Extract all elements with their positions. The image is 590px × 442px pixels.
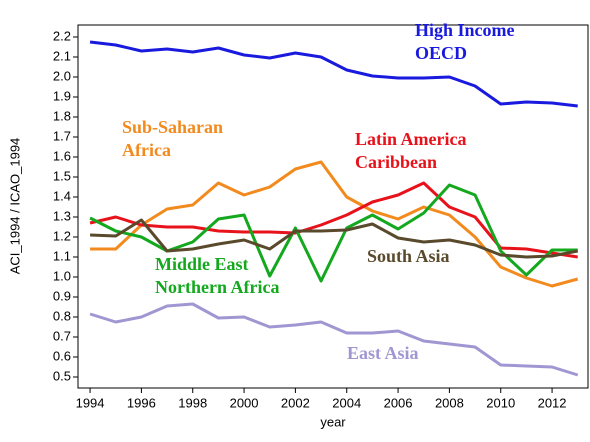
y-tick-label: 0.8: [53, 308, 71, 323]
x-tick-label: 1994: [76, 395, 105, 410]
series-label: High Income OECD: [415, 20, 515, 63]
x-tick-label: 2006: [384, 395, 413, 410]
series-line: [90, 160, 579, 288]
x-tick-label: 1998: [178, 395, 207, 410]
x-tick-label: 1996: [127, 395, 156, 410]
y-tick-label: 1.6: [53, 148, 71, 163]
series-line: [90, 218, 579, 259]
y-tick-label: 1.2: [53, 228, 71, 243]
x-tick-label: 2010: [486, 395, 515, 410]
series-label: Middle East Northern Africa: [155, 254, 280, 297]
y-tick-label: 2.1: [53, 48, 71, 63]
series-line: [89, 40, 578, 108]
series-label: Sub-Saharan Africa: [122, 117, 224, 160]
y-tick-label: 1.0: [53, 268, 71, 283]
x-tick-label: 2012: [538, 395, 567, 410]
y-tick-label: 1.1: [53, 248, 71, 263]
x-tick-label: 2000: [230, 395, 259, 410]
y-tick-label: 0.5: [53, 368, 71, 383]
y-tick-label: 2.0: [53, 68, 71, 83]
y-tick-label: 0.7: [53, 328, 71, 343]
y-tick-label: 1.8: [53, 108, 71, 123]
x-tick-label: 2004: [332, 395, 361, 410]
y-tick-label: 1.7: [53, 128, 71, 143]
y-axis-label: ACI_1994 / ICAO_1994: [7, 138, 22, 275]
y-tick-label: 1.3: [53, 208, 71, 223]
series-label: South Asia: [367, 246, 450, 266]
y-tick-label: 0.9: [53, 288, 71, 303]
y-tick-label: 2.2: [53, 28, 71, 43]
y-tick-label: 1.4: [53, 188, 71, 203]
y-tick-label: 1.9: [53, 88, 71, 103]
x-tick-label: 2008: [435, 395, 464, 410]
series-line: [89, 302, 579, 377]
y-tick-label: 0.6: [53, 348, 71, 363]
series-label: Latin America Caribbean: [355, 129, 467, 172]
series-label: East Asia: [347, 343, 419, 363]
plot-frame: [77, 24, 589, 389]
x-axis-label: year: [320, 414, 346, 429]
x-tick-label: 2002: [281, 395, 310, 410]
y-tick-label: 1.5: [53, 168, 71, 183]
